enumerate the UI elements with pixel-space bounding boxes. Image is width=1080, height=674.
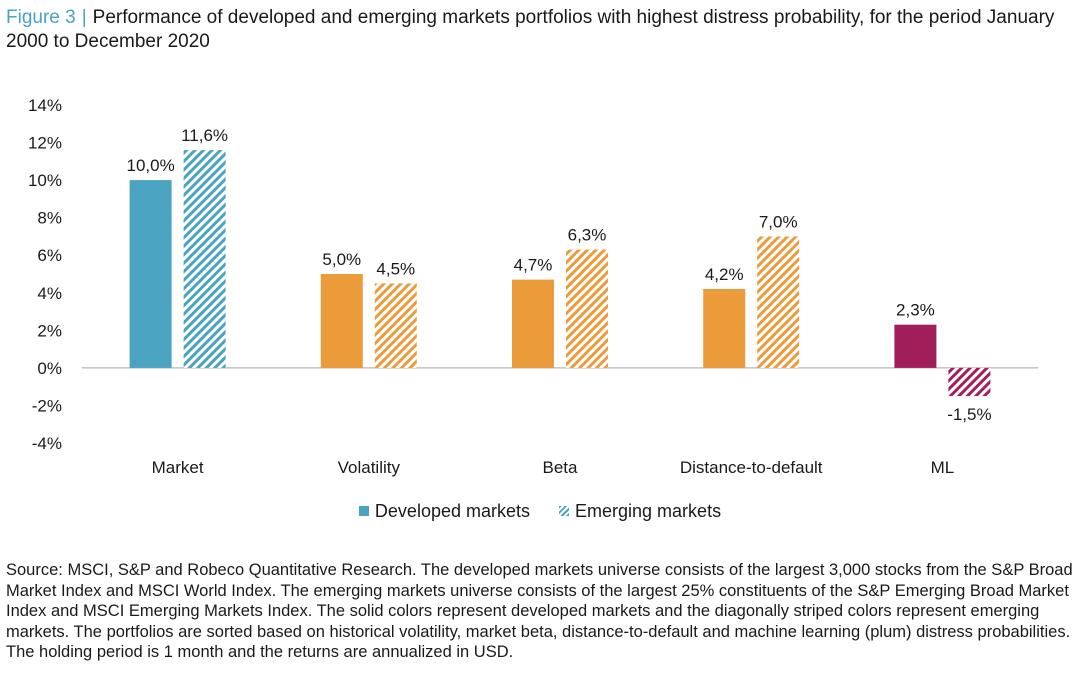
value-label: 10,0% <box>126 156 174 175</box>
value-label: 7,0% <box>759 212 798 231</box>
figure-title: Performance of developed and emerging ma… <box>6 7 1055 52</box>
y-tick-label: 14% <box>28 96 62 115</box>
y-axis: -4% -2% 0% 2% 4% 6% 8% 10% 12% 14% <box>28 96 62 453</box>
y-tick-label: 6% <box>37 246 62 265</box>
value-labels: 10,0% 11,6% 5,0% 4,5% 4,7% 6,3% 4,2% 7,0% 2,3% -1… <box>126 126 991 424</box>
developed-bar <box>320 274 363 368</box>
value-label: 5,0% <box>322 250 361 269</box>
y-tick-label: 12% <box>28 134 62 153</box>
legend-item-developed: Developed markets <box>358 500 530 522</box>
developed-bar <box>703 289 746 368</box>
x-category-label: Volatility <box>338 458 401 477</box>
value-label: 6,3% <box>568 226 607 245</box>
value-label: 2,3% <box>896 301 935 320</box>
emerging-bar <box>566 249 608 368</box>
x-category-label: Beta <box>543 458 579 477</box>
y-tick-label: -4% <box>32 434 62 453</box>
source-note: Source: MSCI, S&P and Robeco Quantitativ… <box>6 561 1073 661</box>
developed-bar <box>894 324 937 368</box>
y-tick-label: 2% <box>37 321 62 340</box>
x-category-label: Distance-to-default <box>680 458 823 477</box>
bar-chart: -4% -2% 0% 2% 4% 6% 8% 10% 12% 14% 10,0% 11,6% 5,0%… <box>28 96 1038 477</box>
y-tick-label: -2% <box>32 396 62 415</box>
y-tick-label: 10% <box>28 171 62 190</box>
value-label: -1,5% <box>947 405 991 424</box>
y-tick-label: 8% <box>37 209 62 228</box>
developed-bar <box>129 180 172 368</box>
legend-emerging-label: Emerging markets <box>575 500 722 521</box>
legend-developed-label: Developed markets <box>374 500 530 521</box>
value-label: 4,2% <box>705 265 744 284</box>
emerging-bar <box>757 236 800 368</box>
emerging-bar <box>183 150 226 368</box>
x-category-label: ML <box>931 458 955 477</box>
title-separator: | <box>81 7 87 28</box>
developed-bar <box>512 279 554 368</box>
x-category-label: Market <box>152 458 204 477</box>
figure-title-block: Figure 3 | Performance of developed and em… <box>6 6 1074 54</box>
y-tick-label: 4% <box>37 284 62 303</box>
emerging-bar <box>948 367 991 397</box>
value-label: 11,6% <box>181 126 228 145</box>
x-axis: Market Volatility Beta Distance-to-default M… <box>152 458 955 477</box>
figure-label: Figure 3 <box>6 7 76 28</box>
legend-item-emerging: Emerging markets <box>559 501 721 522</box>
value-label: 4,5% <box>376 259 415 278</box>
value-label: 4,7% <box>514 256 553 275</box>
bars-group <box>82 150 1038 397</box>
y-tick-label: 0% <box>37 359 62 378</box>
legend: Developed markets Emerging markets <box>0 500 1080 522</box>
striped-swatch-icon <box>559 506 570 516</box>
solid-swatch-icon <box>358 506 369 516</box>
emerging-bar <box>374 283 417 368</box>
